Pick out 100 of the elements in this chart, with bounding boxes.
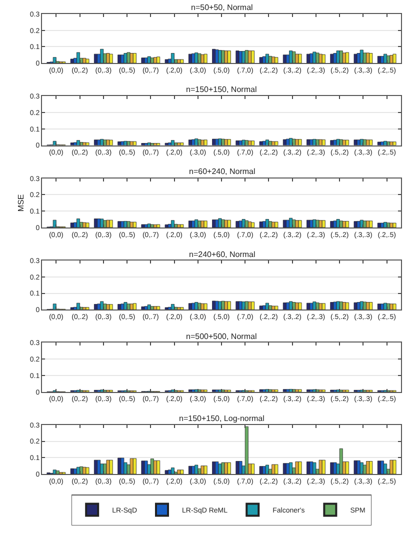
bar <box>242 140 246 146</box>
bar <box>76 52 80 64</box>
bar <box>86 467 90 474</box>
bar <box>180 470 184 474</box>
bar <box>295 54 299 64</box>
bar <box>156 56 160 64</box>
bar <box>346 140 349 146</box>
bar <box>318 54 322 64</box>
bar <box>70 222 74 228</box>
bar <box>380 222 384 228</box>
bar <box>147 56 151 64</box>
bar <box>126 52 130 64</box>
bar <box>392 460 396 474</box>
bar <box>94 54 98 64</box>
bar <box>132 141 136 146</box>
bar <box>132 303 136 310</box>
bar <box>333 462 337 474</box>
bar <box>272 56 276 64</box>
bar <box>322 220 326 228</box>
bar <box>265 464 269 474</box>
bar <box>132 458 136 474</box>
bar <box>70 58 74 64</box>
bar <box>369 53 373 64</box>
bar <box>384 464 388 474</box>
bar <box>242 219 246 228</box>
bar <box>120 458 124 474</box>
bar <box>384 54 388 64</box>
bar <box>318 303 322 310</box>
bar <box>164 59 168 64</box>
bar <box>356 460 360 474</box>
bar <box>312 302 316 310</box>
bar <box>82 142 86 146</box>
bar <box>238 220 242 228</box>
bar <box>200 220 204 228</box>
bar <box>156 224 160 228</box>
bar <box>192 220 196 228</box>
bar <box>227 139 231 146</box>
bar <box>227 220 231 228</box>
bar <box>130 222 134 228</box>
bar <box>132 222 136 228</box>
bar <box>100 218 104 228</box>
bar <box>204 54 208 64</box>
bar <box>251 464 255 474</box>
bar <box>251 302 255 310</box>
bar <box>312 52 316 64</box>
chart-title: n=60+240, Normal <box>189 167 256 176</box>
bar <box>289 301 293 310</box>
bar <box>180 142 184 146</box>
bar <box>188 54 192 64</box>
bar <box>318 139 322 146</box>
bar <box>177 470 181 474</box>
bar <box>124 302 128 310</box>
bar <box>259 222 263 228</box>
bar <box>274 57 278 64</box>
bar <box>333 220 337 228</box>
bar <box>318 220 322 228</box>
bar <box>177 224 181 228</box>
bar <box>109 220 113 228</box>
bar <box>170 468 174 474</box>
bar <box>259 141 263 146</box>
bar <box>73 222 77 228</box>
bar <box>259 57 263 64</box>
chart-title: n=150+150, Normal <box>186 85 257 94</box>
bar <box>336 301 340 310</box>
bar <box>318 460 322 474</box>
bar <box>224 462 228 474</box>
bar <box>274 141 278 146</box>
bar <box>227 462 231 474</box>
bar <box>392 54 396 64</box>
bar <box>262 56 266 64</box>
bar <box>170 140 174 146</box>
bar <box>346 462 349 474</box>
bar <box>369 461 373 474</box>
bar <box>100 48 104 64</box>
bar <box>109 460 113 474</box>
bar <box>170 304 174 310</box>
bar <box>204 466 208 474</box>
bar <box>204 220 208 228</box>
bar <box>86 307 90 310</box>
bar <box>298 462 302 474</box>
bar <box>336 219 340 228</box>
bar <box>366 220 370 228</box>
bar <box>312 462 316 474</box>
bar <box>274 464 278 474</box>
bar <box>215 462 219 474</box>
bar <box>144 460 148 474</box>
bar <box>272 306 276 310</box>
bar <box>227 301 231 310</box>
bar <box>168 470 172 474</box>
bar <box>224 139 228 146</box>
bar <box>244 426 248 474</box>
bar <box>298 302 302 310</box>
bar <box>251 222 255 228</box>
bar <box>272 222 276 228</box>
bar <box>377 222 381 228</box>
bar <box>164 470 168 474</box>
bar <box>164 224 168 228</box>
bar <box>97 460 101 474</box>
bar <box>369 140 373 146</box>
bar <box>76 302 80 310</box>
